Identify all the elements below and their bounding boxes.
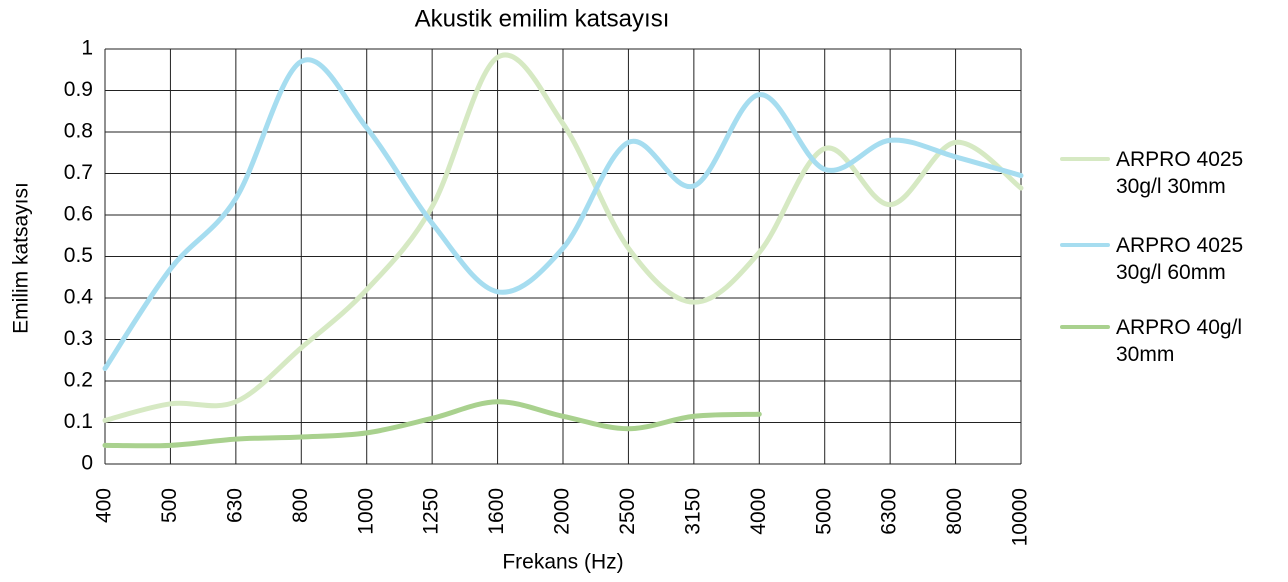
y-tick-label: 0.9 [64, 78, 93, 101]
x-tick-label: 1600 [485, 488, 508, 535]
series-line [102, 52, 1024, 423]
legend-item: ARPRO 40g/l 30mm [1060, 314, 1280, 368]
y-tick-label: 0.1 [64, 410, 93, 433]
y-axis-label: Emilim katsayısı [10, 182, 33, 334]
x-tick-label: 1000 [354, 488, 377, 535]
legend-label: ARPRO 4025 30g/l 60mm [1116, 234, 1244, 284]
chart-title: Akustik emilim katsayısı [415, 5, 670, 32]
x-tick-label: 400 [93, 488, 116, 523]
x-tick-label: 6300 [878, 488, 901, 535]
x-axis-label: Frekans (Hz) [502, 551, 623, 574]
series-line [102, 57, 1024, 372]
y-tick-label: 0.2 [64, 369, 93, 392]
x-tick-label: 1250 [420, 488, 443, 535]
x-tick-label: 2000 [551, 488, 574, 535]
x-tick-label: 2500 [616, 488, 639, 535]
x-tick-label: 800 [289, 488, 312, 523]
x-tick-label: 3150 [681, 488, 704, 535]
legend-label: ARPRO 40g/l 30mm [1116, 316, 1243, 366]
y-tick-label: 0.8 [64, 120, 93, 143]
x-tick-label: 5000 [812, 488, 835, 535]
y-tick-label: 0.7 [64, 161, 93, 184]
x-tick-label: 630 [223, 488, 246, 523]
y-tick-label: 0.5 [64, 244, 93, 267]
x-tick-label: 8000 [943, 488, 966, 535]
x-tick-label: 10000 [1009, 488, 1032, 546]
legend-item: ARPRO 4025 30g/l 30mm [1060, 146, 1280, 200]
y-tick-label: 1 [81, 37, 93, 60]
y-tick-label: 0.3 [64, 327, 93, 350]
legend-swatch [1060, 157, 1110, 161]
x-tick-label: 500 [158, 488, 181, 523]
series-line [102, 399, 762, 449]
legend-swatch [1060, 243, 1110, 247]
y-tick-label: 0.6 [64, 203, 93, 226]
legend-item: ARPRO 4025 30g/l 60mm [1060, 232, 1280, 286]
legend-swatch [1060, 325, 1110, 329]
legend-label: ARPRO 4025 30g/l 30mm [1116, 148, 1244, 198]
x-tick-label: 4000 [747, 488, 770, 535]
y-tick-label: 0 [81, 452, 93, 475]
y-tick-label: 0.4 [64, 286, 94, 309]
